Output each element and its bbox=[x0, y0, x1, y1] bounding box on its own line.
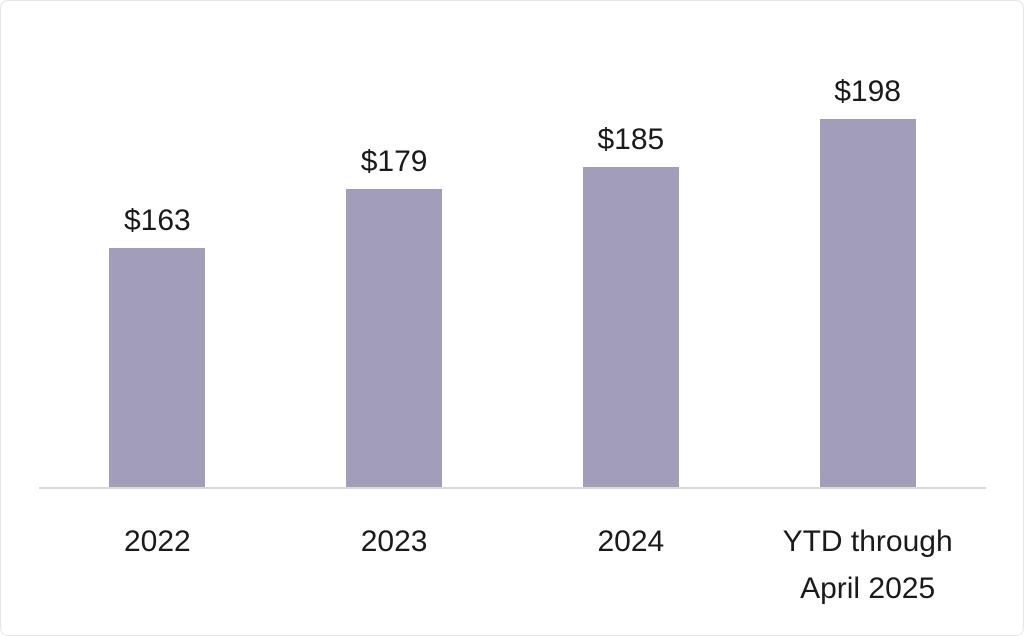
plot-area: $163 $179 $185 $198 bbox=[39, 1, 986, 489]
value-label: $185 bbox=[597, 123, 665, 156]
value-label: $163 bbox=[124, 204, 191, 237]
bar-column: $198 bbox=[749, 1, 986, 487]
x-axis-label: 2023 bbox=[360, 525, 428, 558]
x-axis-label: 2022 bbox=[124, 525, 191, 558]
bar bbox=[582, 167, 679, 487]
x-axis-labels: 2022 2023 2024 YTD through April 2025 bbox=[39, 519, 986, 612]
value-label: $179 bbox=[360, 145, 428, 178]
x-axis-label: 2024 bbox=[597, 525, 665, 558]
x-axis-label: YTD through April 2025 bbox=[782, 525, 953, 605]
bar bbox=[109, 248, 206, 487]
bar bbox=[819, 119, 916, 487]
bar bbox=[346, 189, 443, 487]
bar-column: $179 bbox=[276, 1, 513, 487]
bar-column: $163 bbox=[39, 1, 276, 487]
bar-column: $185 bbox=[513, 1, 750, 487]
value-label: $198 bbox=[834, 75, 901, 108]
